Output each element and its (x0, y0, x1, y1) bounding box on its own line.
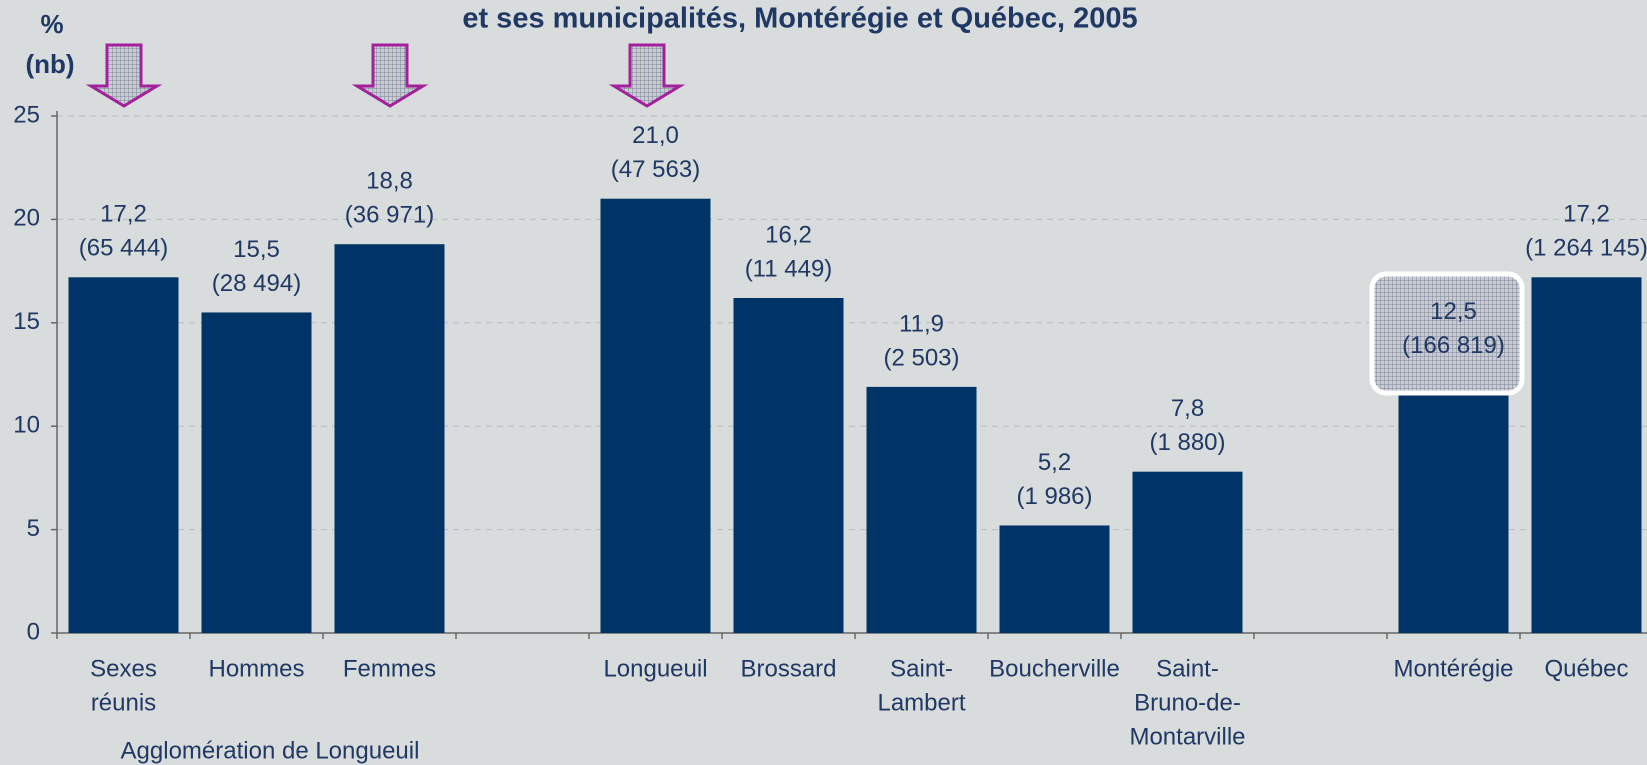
bar (68, 277, 179, 633)
x-tick-label: Brossard (740, 655, 836, 682)
chart-title: et ses municipalités, Montérégie et Québ… (462, 3, 1137, 35)
count-label: (1 264 145) (1525, 235, 1647, 262)
bar (866, 386, 977, 633)
value-label: 7,8 (1171, 395, 1204, 422)
x-tick-label: Saint- (1156, 655, 1219, 682)
x-tick-label: Montérégie (1393, 655, 1513, 682)
bar (1531, 277, 1642, 633)
count-label: (1 880) (1149, 429, 1225, 456)
value-label: 12,5 (1430, 298, 1477, 325)
count-label: (166 819) (1402, 332, 1505, 359)
y-tick-label: 15 (13, 308, 40, 335)
y-tick-label: 25 (13, 101, 40, 128)
y-tick-label: 20 (13, 205, 40, 232)
highlight-box (1369, 271, 1525, 396)
y-tick-label: 10 (13, 412, 40, 439)
value-label: 17,2 (1563, 201, 1610, 228)
bar (1398, 374, 1509, 633)
count-label: (1 986) (1016, 483, 1092, 510)
x-tick-label: Québec (1544, 655, 1628, 682)
value-label: 11,9 (899, 310, 944, 337)
value-label: 18,8 (366, 168, 413, 195)
x-tick-label: réunis (91, 689, 156, 716)
count-label: (11 449) (745, 255, 833, 282)
arrow (85, 43, 163, 108)
count-label: (2 503) (883, 344, 959, 371)
x-tick-label: Montarville (1129, 723, 1245, 750)
count-label: (47 563) (611, 156, 700, 183)
arrow (351, 43, 429, 108)
x-tick-label: Femmes (343, 655, 436, 682)
arrows (85, 43, 686, 108)
y-axis-label: % (40, 9, 63, 39)
count-label: (65 444) (79, 235, 168, 262)
bar (600, 198, 711, 633)
count-label: (36 971) (345, 202, 434, 229)
x-tick-label: Bruno-de- (1134, 689, 1241, 716)
y-tick-label: 5 (27, 515, 40, 542)
y-tick-label: 0 (27, 618, 40, 645)
x-tick-label: Longueuil (603, 655, 707, 682)
count-label: (28 494) (212, 270, 301, 297)
bar (1132, 471, 1243, 633)
bar (334, 244, 445, 633)
value-label: 17,2 (100, 201, 147, 228)
value-label: 15,5 (233, 236, 280, 263)
x-tick-label: Boucherville (989, 655, 1120, 682)
x-tick-label: Lambert (877, 689, 965, 716)
x-tick-label: Sexes (90, 655, 157, 682)
bar (999, 525, 1110, 633)
value-label: 21,0 (632, 122, 679, 149)
bar (733, 297, 844, 633)
x-tick-label: Saint- (890, 655, 953, 682)
bar (201, 312, 312, 633)
y-axis-label: (nb) (25, 49, 74, 79)
x-tick-label: Hommes (208, 655, 304, 682)
value-label: 5,2 (1038, 449, 1071, 476)
value-label: 16,2 (765, 221, 812, 248)
group-label: Agglomération de Longueuil (121, 737, 420, 764)
arrow (608, 43, 686, 108)
